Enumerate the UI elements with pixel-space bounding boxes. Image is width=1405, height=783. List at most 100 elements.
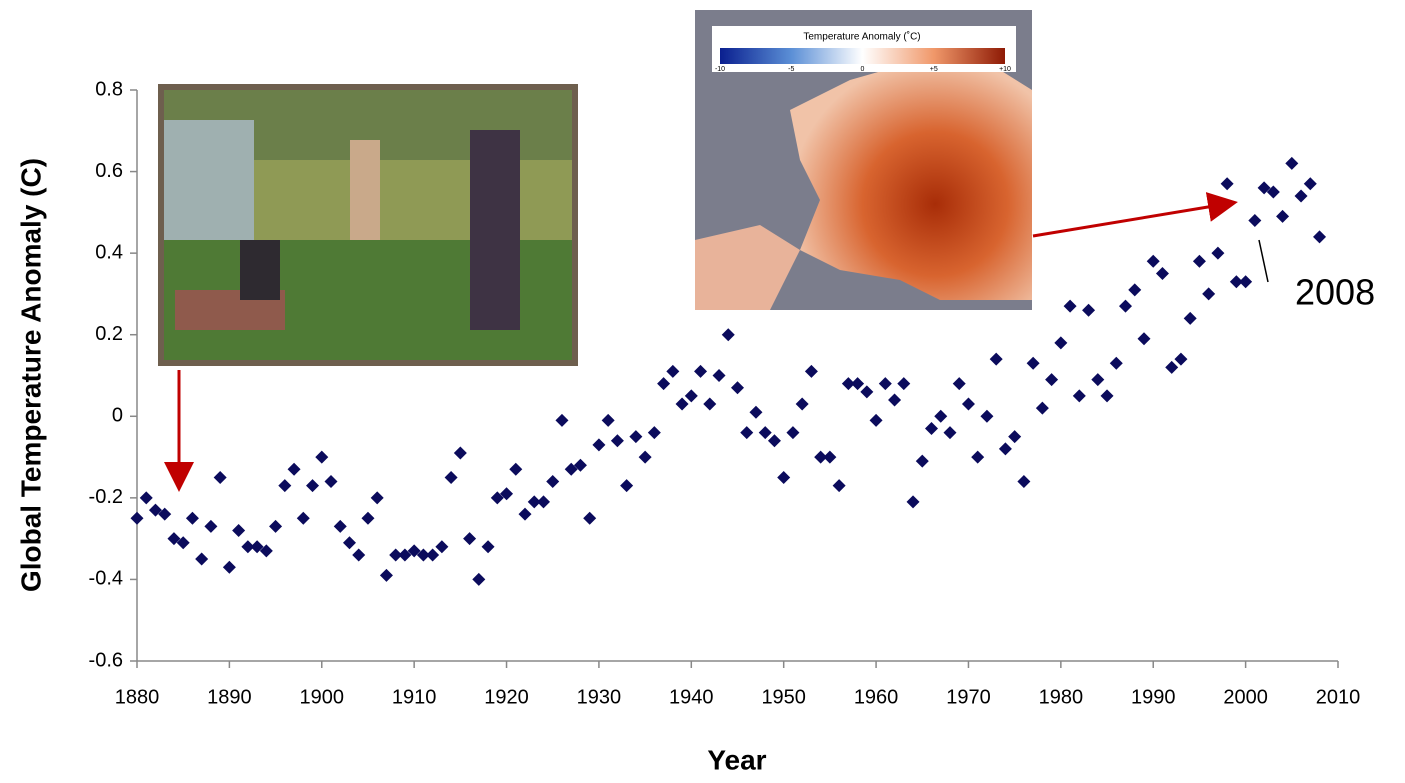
data-point	[195, 552, 209, 566]
colorbar-label: +10	[999, 66, 1011, 73]
data-point	[232, 523, 246, 537]
data-point	[832, 479, 846, 493]
data-point	[620, 479, 634, 493]
data-point	[250, 540, 264, 554]
data-point	[1100, 389, 1114, 403]
data-point	[971, 450, 985, 464]
data-point	[610, 434, 624, 448]
x-tick-label: 1970	[946, 686, 991, 708]
data-point	[749, 405, 763, 419]
data-point	[1303, 177, 1317, 191]
colorbar-label: -10	[715, 66, 725, 73]
data-point	[306, 479, 320, 493]
data-point	[352, 548, 366, 562]
map-inset: Temperature Anomaly (˚C)	[695, 10, 1032, 310]
data-point	[546, 475, 560, 489]
data-point	[342, 536, 356, 550]
x-tick-label: 2000	[1223, 686, 1268, 708]
data-point	[1266, 185, 1280, 199]
x-tick-label: 1910	[392, 686, 437, 708]
data-point	[527, 495, 541, 509]
x-tick-label: 1900	[300, 686, 345, 708]
data-point	[1174, 352, 1188, 366]
data-point	[481, 540, 495, 554]
data-point	[1146, 254, 1160, 268]
data-point	[213, 470, 227, 484]
data-point	[1128, 283, 1142, 297]
data-point	[296, 511, 310, 525]
data-point	[961, 397, 975, 411]
x-tick-label: 1890	[207, 686, 252, 708]
data-point	[814, 450, 828, 464]
data-point	[1119, 299, 1133, 313]
data-point	[1202, 287, 1216, 301]
data-point	[851, 377, 865, 391]
data-point	[943, 426, 957, 440]
data-point	[592, 438, 606, 452]
data-point	[1257, 181, 1271, 195]
data-point	[416, 548, 430, 562]
x-tick-label: 1980	[1039, 686, 1084, 708]
data-point	[370, 491, 384, 505]
data-point	[1229, 275, 1243, 289]
data-point	[287, 462, 301, 476]
data-point	[259, 544, 273, 558]
data-point	[139, 491, 153, 505]
data-point	[1248, 214, 1262, 228]
data-point	[1183, 311, 1197, 325]
data-point	[407, 544, 421, 558]
data-point	[823, 450, 837, 464]
data-point	[1063, 299, 1077, 313]
data-point	[185, 511, 199, 525]
data-point	[1054, 336, 1068, 350]
data-point	[860, 385, 874, 399]
data-point	[222, 560, 236, 574]
data-point	[1072, 389, 1086, 403]
data-point	[647, 426, 661, 440]
data-point	[435, 540, 449, 554]
colorbar-label: +5	[930, 66, 938, 73]
data-point	[241, 540, 255, 554]
data-point	[583, 511, 597, 525]
data-point	[786, 426, 800, 440]
data-point	[167, 532, 181, 546]
data-point	[204, 519, 218, 533]
data-point	[278, 479, 292, 493]
data-point	[1165, 360, 1179, 374]
data-point	[158, 507, 172, 521]
data-point	[315, 450, 329, 464]
data-point	[500, 487, 514, 501]
data-point	[869, 413, 883, 427]
x-tick-label: 1880	[115, 686, 160, 708]
data-point	[1035, 401, 1049, 415]
data-point	[361, 511, 375, 525]
data-point	[694, 364, 708, 378]
data-point	[379, 568, 393, 582]
data-point	[888, 393, 902, 407]
data-point	[573, 458, 587, 472]
data-point	[1026, 356, 1040, 370]
annotation: 2008	[1295, 272, 1375, 313]
data-point	[657, 377, 671, 391]
y-tick-label: 0.8	[95, 78, 123, 100]
data-point	[1109, 356, 1123, 370]
y-axis-title: Global Temperature Anomaly (C)	[15, 158, 46, 592]
x-tick-label: 1940	[669, 686, 714, 708]
y-tick-label: -0.2	[89, 486, 123, 508]
y-tick-label: 0.4	[95, 241, 123, 263]
data-point	[324, 475, 338, 489]
data-point	[1045, 373, 1059, 387]
data-point	[269, 519, 283, 533]
data-point	[915, 454, 929, 468]
data-point	[1285, 156, 1299, 170]
x-tick-label: 1990	[1131, 686, 1176, 708]
data-point	[426, 548, 440, 562]
y-tick-label: 0.6	[95, 160, 123, 182]
data-point	[897, 377, 911, 391]
data-point	[703, 397, 717, 411]
data-point	[721, 328, 735, 342]
data-point	[1008, 430, 1022, 444]
data-point	[1091, 373, 1105, 387]
data-point	[1017, 475, 1031, 489]
